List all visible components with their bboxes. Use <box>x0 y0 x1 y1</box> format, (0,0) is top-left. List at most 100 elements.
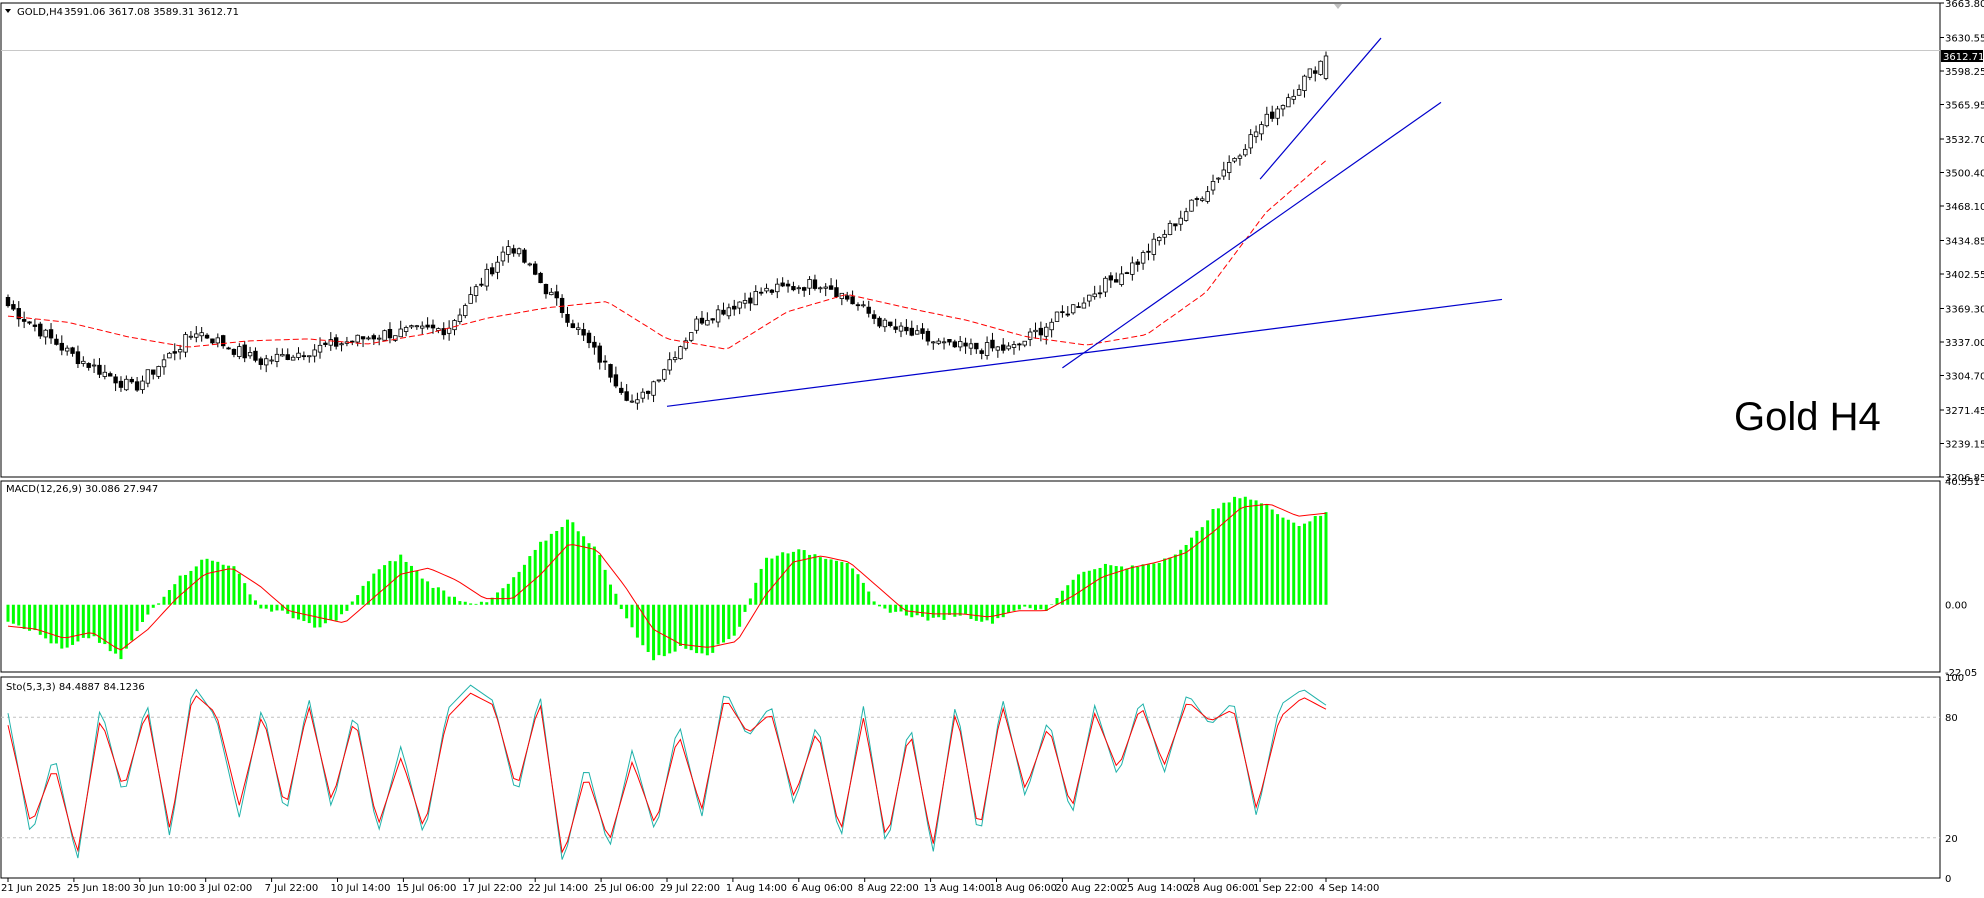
candle-bullish <box>1226 162 1232 173</box>
candle-bearish <box>952 341 958 348</box>
time-axis-label: 15 Jul 06:00 <box>396 883 456 894</box>
candle-bullish <box>1167 222 1173 235</box>
candle-bearish <box>489 267 495 275</box>
candle-bearish <box>543 283 549 295</box>
candle-bullish <box>468 294 473 304</box>
candle-bearish <box>1194 198 1200 200</box>
candle-bearish <box>258 358 264 365</box>
candle-bearish <box>371 335 377 340</box>
time-axis-label: 8 Aug 22:00 <box>858 883 919 894</box>
candle-bullish <box>1232 158 1237 162</box>
candle-bearish <box>226 347 231 350</box>
candle-bullish <box>651 381 656 396</box>
candle-bearish <box>118 380 124 388</box>
candle-bearish <box>586 332 592 344</box>
candle-bearish <box>134 381 140 391</box>
candle-bearish <box>387 328 393 339</box>
candle-bearish <box>581 329 586 336</box>
candle-bullish <box>984 342 990 356</box>
candle-bearish <box>974 342 979 350</box>
candle-bullish <box>995 346 1001 351</box>
candle-bullish <box>775 283 780 293</box>
candle-bearish <box>285 354 290 360</box>
candle-bullish <box>1140 252 1146 264</box>
candle-bullish <box>140 380 145 391</box>
candle-bearish <box>559 297 565 313</box>
symbol-title: GOLD,H4 <box>17 7 63 18</box>
candle-bullish <box>1162 233 1167 238</box>
macd-axis-tick: -22.05 <box>1945 668 1977 679</box>
candle-bullish <box>457 314 463 323</box>
candle-bullish <box>1027 331 1033 340</box>
candle-bullish <box>1275 108 1280 119</box>
shift-marker-icon[interactable] <box>1334 4 1342 9</box>
candle-bullish <box>1216 177 1221 180</box>
candle-bullish <box>715 309 721 323</box>
candle-bullish <box>1286 97 1291 108</box>
candle-bullish <box>1157 237 1162 242</box>
candle-bullish <box>1006 345 1011 350</box>
candle-bullish <box>124 378 129 391</box>
candle-bullish <box>807 279 812 289</box>
candle-bearish <box>70 347 75 354</box>
candle-bearish <box>785 283 791 287</box>
candle-bullish <box>280 354 285 357</box>
candle-bearish <box>990 339 995 349</box>
candle-bearish <box>151 369 156 375</box>
candle-bullish <box>968 343 974 349</box>
candle-bearish <box>75 351 81 365</box>
time-axis-label: 10 Jul 14:00 <box>331 883 391 894</box>
time-axis-label: 1 Aug 14:00 <box>726 883 787 894</box>
trendline-3[interactable] <box>1259 37 1382 180</box>
candle-bearish <box>828 285 834 290</box>
candle-bullish <box>43 329 48 338</box>
candle-bearish <box>850 296 855 305</box>
candle-bullish <box>194 333 199 338</box>
candle-bullish <box>167 352 172 359</box>
candle-bearish <box>129 378 134 383</box>
time-axis-label: 25 Aug 14:00 <box>1121 883 1188 894</box>
candle-bearish <box>11 304 16 310</box>
time-axis-label: 7 Jul 22:00 <box>265 883 319 894</box>
candle-bullish <box>662 369 667 380</box>
candle-bearish <box>172 351 177 354</box>
candle-bullish <box>1049 321 1054 331</box>
candle-bullish <box>156 366 161 377</box>
candle-bullish <box>312 349 317 357</box>
candle-bearish <box>32 324 38 327</box>
candle-bearish <box>613 374 619 387</box>
stochastic-signal-line <box>7 692 1327 854</box>
candle-bearish <box>301 355 307 358</box>
candle-bearish <box>27 321 32 324</box>
candle-bullish <box>1119 273 1124 285</box>
time-axis-label: 6 Aug 06:00 <box>792 883 853 894</box>
candle-bearish <box>780 282 785 287</box>
time-axis-label: 3 Jul 02:00 <box>199 883 253 894</box>
candle-bearish <box>511 248 516 254</box>
candle-bullish <box>102 371 108 377</box>
macd-axis-tick: 0.00 <box>1945 601 1967 612</box>
current-price-label: 3612.71 <box>1943 52 1984 63</box>
candle-bullish <box>1151 238 1157 255</box>
candle-bullish <box>672 357 678 361</box>
stochastic-main-line <box>7 684 1327 860</box>
candle-bullish <box>247 352 253 357</box>
candle-bearish <box>1173 223 1178 227</box>
candle-bullish <box>667 359 672 371</box>
candle-bearish <box>554 291 559 299</box>
menu-caret-icon[interactable] <box>5 9 11 13</box>
candle-bearish <box>323 342 328 345</box>
candle-bullish <box>640 391 645 399</box>
candle-bullish <box>678 346 683 360</box>
candle-bearish <box>1270 111 1275 119</box>
price-axis-tick: 3468.10 <box>1945 202 1984 213</box>
price-axis-tick: 3206.85 <box>1945 473 1984 484</box>
candle-bearish <box>533 263 538 275</box>
candle-bullish <box>463 305 468 317</box>
candle-bearish <box>871 314 877 319</box>
stochastic-pane-frame <box>0 676 1941 879</box>
candle-bearish <box>1313 70 1318 74</box>
trendline-2[interactable] <box>1062 101 1442 369</box>
